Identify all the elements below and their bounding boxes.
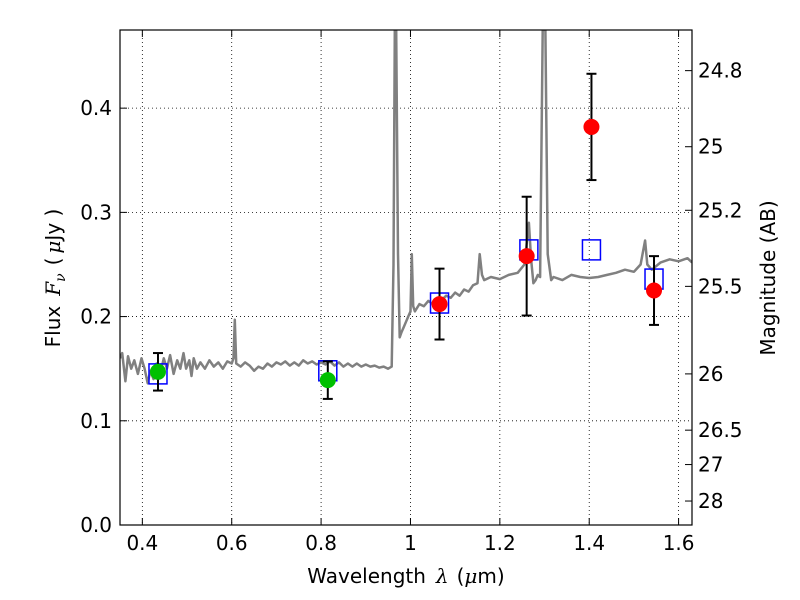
x-tick-label: 0.4 [126,531,158,555]
spectrum-line [120,30,692,385]
data-point [319,372,336,389]
y-tick-label: 0.0 [80,513,112,537]
ticks: 0.4 0.6 0.8 1 1.2 1.4 1.6 0.0 0.1 0.2 0.3 0.4 24.8 25… [80,30,743,555]
data-markers [148,72,664,400]
y-tick-label: 0.4 [80,96,112,120]
model-square-marker [581,239,602,261]
x-tick-label: 1 [404,531,417,555]
data-point [149,363,166,380]
data-point [518,248,535,265]
right-tick-label: 27 [698,453,723,477]
y-axis-right-label: Magnitude (AB) [756,200,780,355]
data-point [431,296,448,313]
x-axis-label: Wavelength λ (μm) [307,564,504,588]
data-point [583,118,600,135]
y-tick-label: 0.1 [80,409,112,433]
grid [120,30,692,526]
x-tick-label: 1.6 [663,531,695,555]
x-tick-label: 0.6 [216,531,248,555]
data-point [646,282,663,299]
right-tick-label: 25.2 [698,198,743,222]
right-tick-label: 25 [698,135,723,159]
right-tick-label: 24.8 [698,59,743,83]
plot-frame [119,29,693,526]
x-tick-label: 1.4 [573,531,605,555]
right-tick-label: 26 [698,362,723,386]
y-tick-label: 0.2 [80,305,112,329]
y-tick-label: 0.3 [80,200,112,224]
right-tick-label: 25.5 [698,274,743,298]
x-tick-label: 0.8 [305,531,337,555]
spectrum-path [120,30,692,385]
y-axis-label: FluxFν(μJy ) [41,209,69,348]
right-tick-label: 26.5 [698,418,743,442]
x-tick-label: 1.2 [484,531,516,555]
right-tick-label: 28 [698,489,723,513]
